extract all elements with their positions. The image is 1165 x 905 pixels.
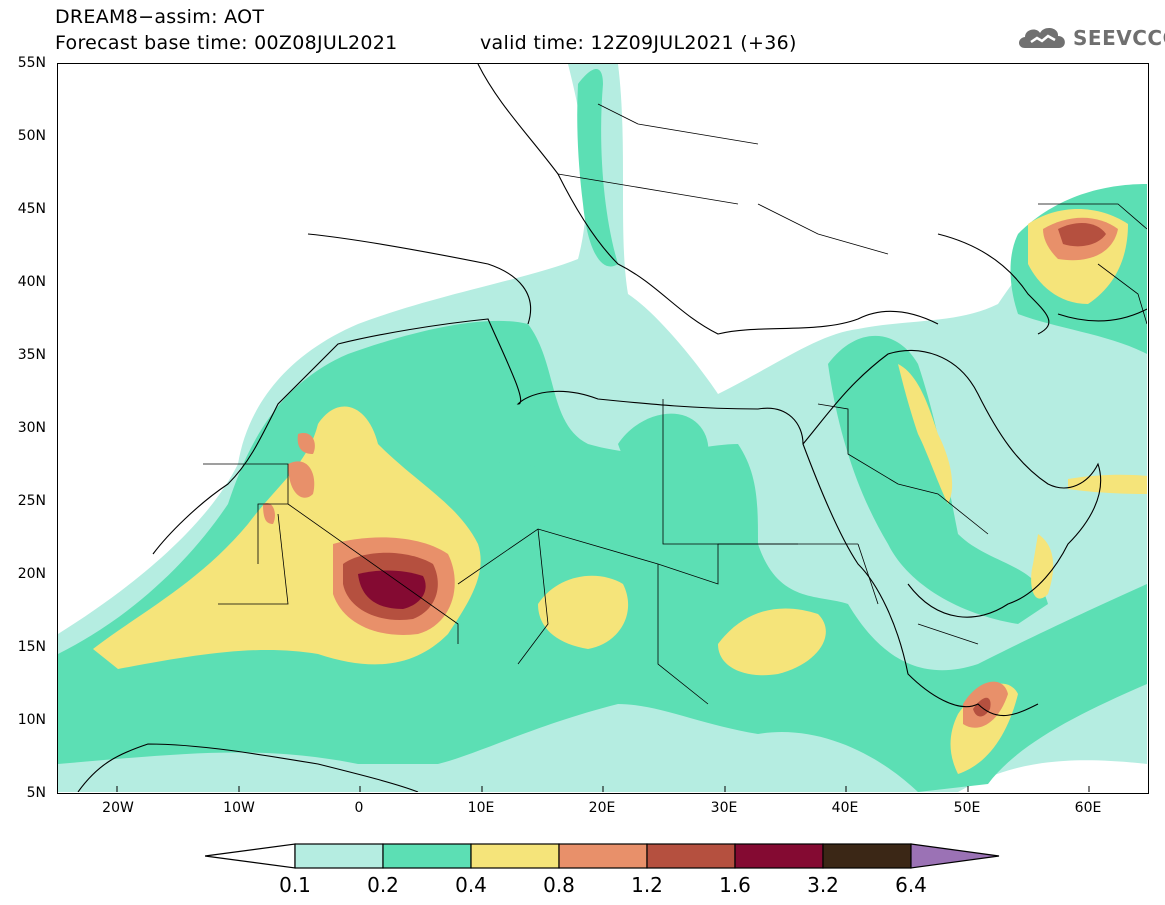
map-title: DREAM8−assim: AOT [55, 6, 265, 28]
lat-label: 5N [26, 785, 46, 801]
seevccc-logo: SEEVCCC [1015, 20, 1165, 60]
lon-label: 0 [354, 800, 364, 816]
colorbar-svg [204, 843, 1000, 869]
colorbar-label: 1.6 [719, 873, 751, 897]
colorbar-label: 0.8 [543, 873, 575, 897]
graticule-ticks [116, 786, 1090, 792]
lat-label: 20N [17, 566, 46, 582]
lat-label: 40N [17, 274, 46, 290]
lon-label: 30E [710, 800, 738, 816]
aot-map [57, 63, 1149, 794]
aot-field [58, 64, 1147, 792]
logo-text: SEEVCCC [1073, 26, 1165, 50]
lat-label: 15N [17, 639, 46, 655]
lon-label: 60E [1074, 800, 1102, 816]
lon-label: 20E [588, 800, 616, 816]
lat-label: 55N [17, 55, 46, 71]
aot-band-1.6-3.2 [358, 570, 426, 609]
colorbar-label: 0.2 [367, 873, 399, 897]
forecast-base-time: Forecast base time: 00Z08JUL2021 [55, 32, 398, 54]
lat-label: 25N [17, 493, 46, 509]
lon-label: 10E [467, 800, 495, 816]
colorbar-label: 0.1 [279, 873, 311, 897]
colorbar [204, 842, 1000, 870]
lat-label: 35N [17, 347, 46, 363]
lat-label: 50N [17, 128, 46, 144]
lon-label: 20W [102, 800, 134, 816]
coastlines [77, 64, 1147, 792]
lat-label: 10N [17, 712, 46, 728]
colorbar-label: 0.4 [455, 873, 487, 897]
colorbar-label: 1.2 [631, 873, 663, 897]
lat-label: 30N [17, 420, 46, 436]
lon-label: 50E [953, 800, 981, 816]
country-borders [203, 103, 1147, 705]
lon-label: 10W [223, 800, 255, 816]
cloud-logo-icon [1019, 27, 1065, 48]
lon-label: 40E [831, 800, 859, 816]
colorbar-label: 3.2 [807, 873, 839, 897]
colorbar-label: 6.4 [895, 873, 927, 897]
lat-label: 45N [17, 201, 46, 217]
valid-time: valid time: 12Z09JUL2021 (+36) [480, 32, 797, 54]
